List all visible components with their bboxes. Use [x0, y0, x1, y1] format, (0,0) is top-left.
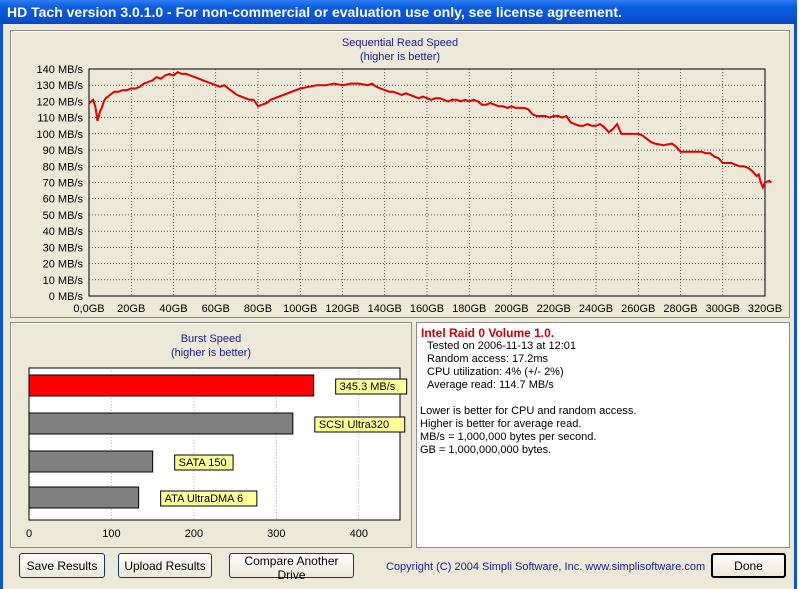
- seq-x-tick-label: 120GB: [325, 303, 359, 315]
- seq-y-tick-label: 120 MB/s: [37, 96, 84, 108]
- seq-x-tick-label: 20GB: [117, 303, 145, 315]
- burst-chart-title: Burst Speed: [180, 333, 242, 345]
- burst-x-tick-label: 200: [185, 528, 203, 540]
- seq-x-tick-label: 100GB: [283, 303, 317, 315]
- seq-y-tick-label: 0 MB/s: [49, 291, 84, 303]
- random-access: Random access: 17.2ms: [427, 353, 549, 365]
- seq-y-tick-label: 130 MB/s: [37, 80, 84, 92]
- seq-x-tick-label: 80GB: [244, 303, 272, 315]
- burst-bar: [28, 412, 294, 435]
- seq-x-tick-label: 280GB: [663, 303, 697, 315]
- note-gb-definition: GB = 1,000,000,000 bytes.: [420, 444, 552, 456]
- seq-y-tick-label: 60 MB/s: [43, 194, 84, 206]
- save-results-button[interactable]: Save Results: [19, 553, 105, 578]
- sequential-read-panel: Sequential Read Speed (higher is better)…: [10, 30, 790, 318]
- seq-y-tick-label: 10 MB/s: [43, 275, 84, 287]
- seq-x-tick-label: 160GB: [410, 303, 444, 315]
- seq-y-tick-label: 90 MB/s: [43, 145, 84, 157]
- window-border-left: [0, 24, 3, 589]
- copyright-text: Copyright (C) 2004 Simpli Software, Inc.…: [386, 561, 706, 573]
- seq-chart-subtitle: (higher is better): [359, 51, 441, 63]
- burst-x-tick-label: 300: [267, 528, 285, 540]
- seq-x-tick-label: 140GB: [368, 303, 402, 315]
- average-read: Average read: 114.7 MB/s: [427, 379, 554, 391]
- burst-speed-panel: Burst Speed (higher is better) 0 100 200 30…: [10, 322, 412, 548]
- seq-y-tick-label: 110 MB/s: [37, 113, 83, 125]
- burst-x-tick-label: 400: [350, 528, 368, 540]
- seq-y-tick-label: 140 MB/s: [37, 64, 84, 76]
- seq-x-tick-label: 40GB: [159, 303, 187, 315]
- burst-bar-label: SATA 150: [179, 457, 227, 469]
- burst-bar: [28, 374, 315, 397]
- seq-y-tick-label: 20 MB/s: [43, 259, 84, 271]
- upload-results-button[interactable]: Upload Results: [118, 553, 212, 578]
- burst-bar-label-box: [314, 416, 406, 433]
- burst-bar-label-box: [160, 490, 258, 507]
- drive-info-panel: Intel Raid 0 Volume 1.0. Tested on 2006-…: [416, 322, 790, 548]
- burst-bar-label: 345.3 MB/s: [340, 381, 396, 393]
- note-mbs-definition: MB/s = 1,000,000 bytes per second.: [420, 431, 597, 443]
- seq-y-tick-label: 100 MB/s: [37, 129, 84, 141]
- seq-x-tick-label: 260GB: [621, 303, 655, 315]
- window-title: HD Tach version 3.0.1.0 - For non-commer…: [0, 0, 797, 24]
- burst-bar-label-box: [174, 454, 234, 471]
- burst-chart-subtitle: (higher is better): [170, 347, 252, 359]
- seq-x-tick-label: 240GB: [579, 303, 613, 315]
- desktop-strip: [797, 0, 803, 589]
- seq-x-tick-label: 220GB: [537, 303, 571, 315]
- seq-x-tick-label: 320GB: [748, 303, 782, 315]
- seq-y-tick-label: 70 MB/s: [43, 178, 84, 190]
- seq-chart-title: Sequential Read Speed: [341, 37, 459, 49]
- drive-name: Intel Raid 0 Volume 1.0.: [421, 326, 555, 340]
- seq-x-tick-label: 300GB: [706, 303, 740, 315]
- note-higher-better: Higher is better for average read.: [420, 418, 582, 430]
- seq-y-tick-label: 80 MB/s: [43, 161, 84, 173]
- seq-x-tick-label: 60GB: [202, 303, 230, 315]
- seq-read-line: [88, 71, 772, 190]
- sequential-read-chart: 0 MB/s 10 MB/s 20 MB/s 30 MB/s 40 MB/s 50 MB/…: [37, 64, 783, 315]
- burst-bar-label: ATA UltraDMA 6: [165, 493, 243, 505]
- burst-x-tick-label: 100: [102, 528, 120, 540]
- seq-x-tick-label: 0,0GB: [73, 303, 104, 315]
- seq-y-tick-label: 30 MB/s: [43, 242, 84, 254]
- burst-speed-chart: 0 100 200 300 400 345.3 MB/s SCSI Ultra320 SATA…: [26, 367, 408, 540]
- burst-bar-label-box: [335, 378, 408, 395]
- seq-y-tick-label: 50 MB/s: [43, 210, 84, 222]
- burst-bar: [28, 450, 154, 473]
- seq-x-tick-label: 200GB: [494, 303, 528, 315]
- seq-x-tick-label: 180GB: [452, 303, 486, 315]
- cpu-utilization: CPU utilization: 4% (+/- 2%): [427, 366, 564, 378]
- compare-drive-button[interactable]: Compare Another Drive: [229, 553, 354, 582]
- note-lower-better: Lower is better for CPU and random acces…: [420, 405, 637, 417]
- window-border-right: [794, 24, 797, 589]
- done-button[interactable]: Done: [711, 553, 786, 578]
- burst-bar-label: SCSI Ultra320: [319, 419, 389, 431]
- burst-bar: [28, 486, 140, 509]
- seq-y-tick-label: 40 MB/s: [43, 226, 84, 238]
- tested-date: Tested on 2006-11-13 at 12:01: [427, 340, 577, 352]
- burst-x-tick-label: 0: [26, 528, 32, 540]
